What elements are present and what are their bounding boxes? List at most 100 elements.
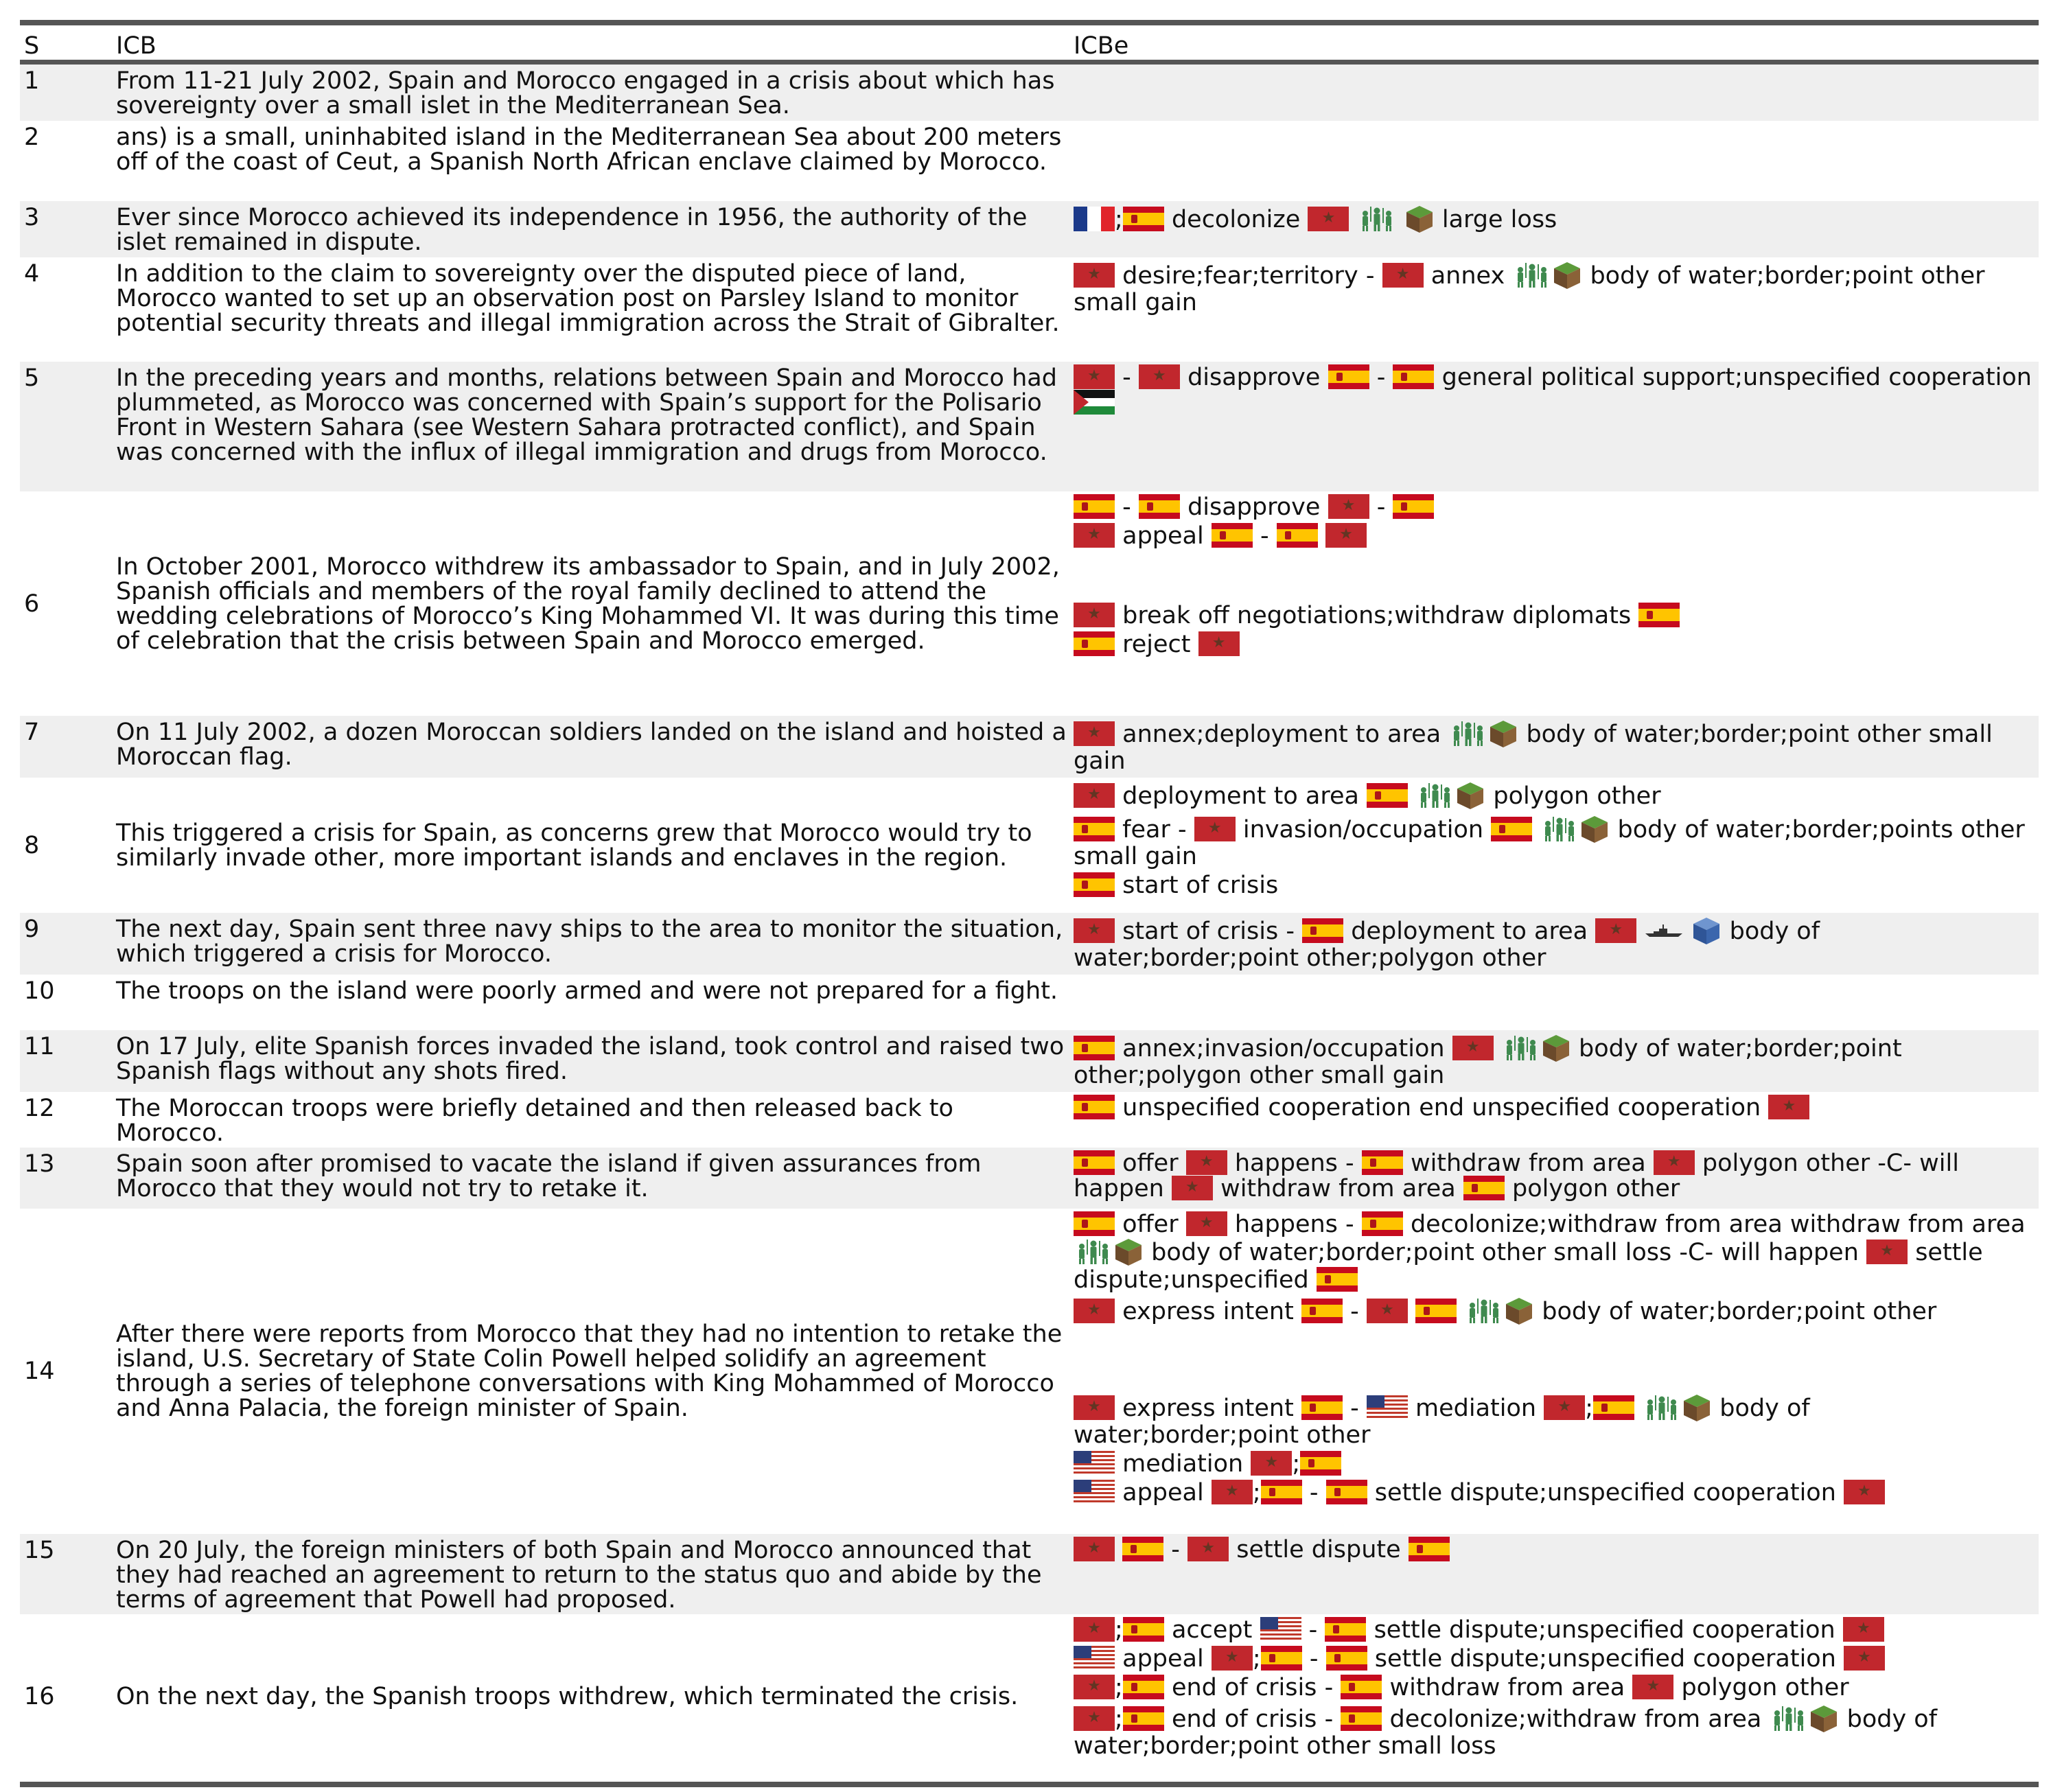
event-action: appeal	[1122, 1645, 1204, 1673]
sep: ;	[1292, 1450, 1301, 1478]
event-line: ; end of crisis - decolonize;withdraw fr…	[1074, 1703, 2035, 1758]
event-detail: polygon other	[1681, 1674, 1849, 1701]
soldiers-icon	[1512, 261, 1552, 289]
event-action: annex;deployment to area	[1122, 721, 1441, 748]
icb-text: In October 2001, Morocco withdrew its am…	[116, 552, 1060, 655]
sep: ;	[1115, 1706, 1123, 1733]
event-action: mediation	[1122, 1450, 1244, 1478]
event-action: deployment to area	[1351, 918, 1588, 945]
icbe-events: ; accept - settle dispute;unspecified co…	[1074, 1614, 2039, 1779]
event-action: express intent	[1122, 1298, 1294, 1325]
sep: ;	[1585, 1395, 1594, 1422]
event-line: mediation ;	[1074, 1451, 2035, 1476]
event-line: express intent - mediation ; body of wat…	[1074, 1393, 2035, 1447]
sep: -	[1171, 1536, 1180, 1563]
event-line: - settle dispute	[1074, 1537, 2035, 1562]
icbe-events: desire;fear;territory - annex body of wa…	[1074, 257, 2039, 362]
icbe-events: unspecified cooperation end unspecified …	[1074, 1092, 2039, 1148]
table-row: 3 Ever since Morocco achieved its indepe…	[20, 201, 2039, 257]
sentence-number: 16	[24, 1683, 55, 1710]
event-action: end of crisis	[1171, 1706, 1317, 1733]
sep: -	[1350, 1298, 1359, 1325]
spain-flag-icon	[1408, 1537, 1450, 1561]
morocco-flag-icon	[1768, 1095, 1810, 1119]
icbe-events: deployment to area polygon other fear - …	[1074, 778, 2039, 913]
sentence-number: 15	[24, 1537, 55, 1564]
event-action: end of crisis	[1171, 1674, 1317, 1701]
morocco-flag-icon	[1074, 603, 1115, 627]
usa-flag-icon	[1074, 1646, 1115, 1671]
event-detail: body of water;border;point other small g…	[1074, 262, 1985, 316]
event-line: ; decolonize large loss	[1074, 204, 2035, 234]
soldiers-icon	[1448, 720, 1488, 747]
icb-text: ans) is a small, uninhabited island in t…	[116, 124, 1062, 176]
event-detail: polygon other	[1493, 782, 1661, 810]
sentence-number: 4	[24, 260, 40, 288]
icb-text: On 17 July, elite Spanish forces invaded…	[116, 1033, 1065, 1085]
france-flag-icon	[1074, 207, 1115, 231]
event-detail: body of water;border;point other;polygon…	[1074, 918, 1820, 972]
spacer	[1074, 1329, 2035, 1390]
event-action: withdraw from area	[1410, 1150, 1646, 1177]
icb-text: From 11-21 July 2002, Spain and Morocco …	[116, 67, 1055, 119]
event-action: withdraw from area	[1389, 1674, 1625, 1701]
morocco-flag-icon	[1074, 1675, 1115, 1699]
morocco-flag-icon	[1185, 1150, 1227, 1175]
sentence-number: 8	[24, 831, 40, 859]
icb-text: After there were reports from Morocco th…	[116, 1320, 1063, 1422]
table-row: 14 After there were reports from Morocco…	[20, 1209, 2039, 1534]
event-line: - disapprove - general political support…	[1074, 364, 2035, 415]
event-action: offer	[1122, 1211, 1179, 1238]
spain-flag-icon	[1341, 1675, 1382, 1699]
sep: -	[1308, 1616, 1318, 1644]
sep: -	[1376, 493, 1386, 521]
sep: -	[1122, 493, 1131, 521]
event-action: settle dispute;unspecified	[1074, 1239, 1983, 1294]
sep: -	[1177, 816, 1187, 843]
icb-text: The next day, Spain sent three navy ship…	[116, 916, 1063, 968]
spain-flag-icon	[1276, 523, 1318, 548]
event-detail: body of water;border;points other small …	[1074, 816, 2025, 870]
table-row: 15 On 20 July, the foreign ministers of …	[20, 1534, 2039, 1614]
sentence-number: 9	[24, 916, 40, 943]
land-cube-icon	[1809, 1703, 1839, 1734]
morocco-flag-icon	[1632, 1675, 1674, 1699]
icb-text: In addition to the claim to sovereignty …	[116, 260, 1060, 337]
event-line: ; end of crisis - withdraw from area pol…	[1074, 1675, 2035, 1700]
event-action: start of crisis	[1122, 918, 1279, 945]
event-action: appeal	[1122, 1479, 1204, 1506]
spain-flag-icon	[1300, 1451, 1342, 1476]
spain-flag-icon	[1593, 1395, 1635, 1420]
spain-flag-icon	[1122, 1617, 1164, 1642]
event-action: happens	[1234, 1150, 1338, 1177]
event-action: express intent	[1122, 1395, 1294, 1422]
spacer	[1074, 552, 2035, 600]
spain-flag-icon	[1138, 494, 1180, 519]
spain-flag-icon	[1074, 1211, 1115, 1236]
sea-cube-icon	[1691, 916, 1722, 946]
event-line: fear - invasion/occupation body of water…	[1074, 814, 2035, 869]
event-action: reject	[1122, 631, 1191, 658]
morocco-flag-icon	[1074, 1299, 1115, 1323]
soldiers-icon	[1501, 1034, 1541, 1062]
morocco-flag-icon	[1187, 1537, 1229, 1561]
icbe-events: start of crisis - deployment to area bod…	[1074, 913, 2039, 975]
sep: ;	[1115, 1674, 1123, 1701]
land-cube-icon	[1113, 1237, 1144, 1267]
table-row: 5 In the preceding years and months, rel…	[20, 362, 2039, 491]
icb-text: Spain soon after promised to vacate the …	[116, 1150, 982, 1202]
land-cube-icon	[1488, 719, 1518, 749]
morocco-flag-icon	[1866, 1240, 1908, 1264]
event-line: express intent - body of water;border;po…	[1074, 1296, 2035, 1326]
morocco-flag-icon	[1074, 1617, 1115, 1642]
icbe-events: - settle dispute	[1074, 1534, 2039, 1614]
morocco-flag-icon	[1211, 1646, 1253, 1671]
event-action: deployment to area	[1122, 782, 1359, 810]
icb-text: In the preceding years and months, relat…	[116, 364, 1057, 466]
usa-flag-icon	[1366, 1395, 1408, 1420]
sep: -	[1309, 1479, 1319, 1506]
land-cube-icon	[1504, 1296, 1534, 1326]
spain-flag-icon	[1260, 1480, 1302, 1504]
morocco-flag-icon	[1198, 631, 1240, 656]
event-detail: polygon other -C- will happen	[1074, 1150, 1959, 1202]
